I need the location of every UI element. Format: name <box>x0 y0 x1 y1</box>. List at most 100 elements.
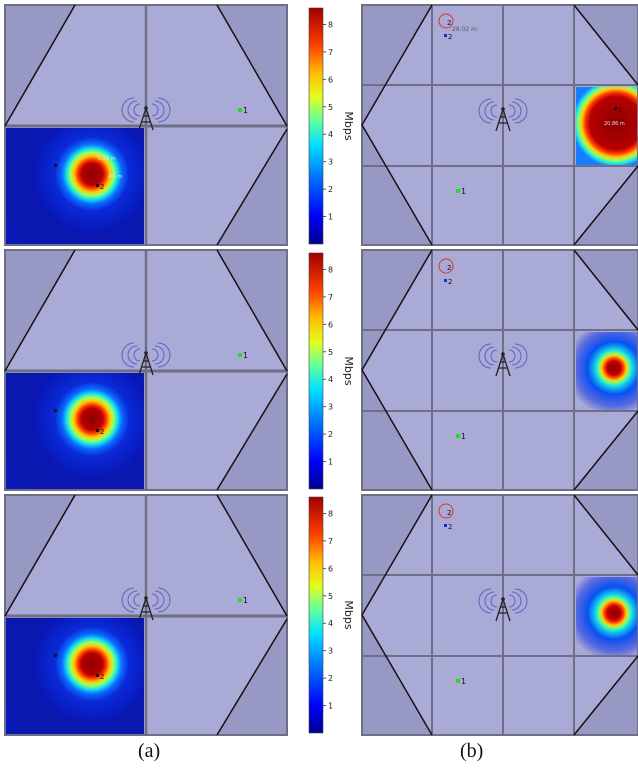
colorbar-tick-label: 7 <box>328 293 333 302</box>
user-2-label: 2 <box>100 428 104 436</box>
target-circle <box>438 258 454 274</box>
diagonal-right-top <box>573 249 638 331</box>
user-2-marker <box>444 34 447 37</box>
colorbar-tick-label: 6 <box>328 75 333 84</box>
diagonal-left-top <box>361 249 433 371</box>
diagonal-right-bottom <box>573 410 638 491</box>
colorbar-gradient <box>308 252 324 490</box>
antenna-wave <box>484 346 495 366</box>
colorbar-gradient <box>308 496 324 734</box>
colorbar-3: 1 2 3 4 5 6 7 8 Mbps <box>308 496 355 734</box>
antenna-wave <box>490 104 498 118</box>
antenna-wave <box>157 97 171 123</box>
user-1-marker <box>456 679 460 683</box>
colorbar-tick-label: 4 <box>328 375 333 384</box>
markers: 1 2 5.98 m 4.5 m 1 2 1 2 2 2 1 28.02 m 20.86 m 1 2 2 1 2 2… <box>54 13 625 686</box>
colorbar-tick-label: 4 <box>328 130 333 139</box>
antenna-wave <box>508 104 516 118</box>
diagonal-right-top <box>573 4 638 86</box>
distance-label: 4.5 m <box>108 174 123 180</box>
heatmap-b3 <box>576 577 638 655</box>
antenna-wave <box>121 587 135 613</box>
colorbar-1: 1 2 3 4 5 6 7 8 Mbps <box>308 7 355 245</box>
user-1-marker <box>456 434 460 438</box>
antenna-icon <box>121 587 171 621</box>
marker-dot <box>54 409 57 412</box>
antenna-tip <box>144 351 148 355</box>
antenna-wave <box>490 349 498 363</box>
antenna-wave <box>121 342 135 368</box>
colorbar-tick-label: 6 <box>328 320 333 329</box>
diagonal-left-bottom <box>361 124 433 246</box>
antenna-icon <box>478 588 528 622</box>
colorbar-tick-label: 5 <box>328 592 333 601</box>
colorbar-2: 1 2 3 4 5 6 7 8 Mbps <box>308 252 355 490</box>
diagonal-right-top <box>573 494 638 576</box>
colorbar-gradient <box>308 7 324 245</box>
user-1-marker <box>238 598 242 602</box>
antenna-wave <box>157 587 171 613</box>
user-2-label: 2 <box>100 673 104 681</box>
antenna-wave <box>127 100 138 120</box>
user-1-label: 1 <box>243 596 248 605</box>
colorbar-unit-label: Mbps <box>342 111 355 140</box>
user-1-label: 1 <box>243 351 248 360</box>
diagonal-top-left <box>4 4 76 127</box>
caption-b: (b) <box>460 740 484 762</box>
colorbar-tick-label: 8 <box>328 509 333 518</box>
heatmap-a2 <box>5 373 144 490</box>
colorbar-tick-label: 2 <box>328 185 333 194</box>
heatmap-b1 <box>576 87 638 165</box>
antenna-wave <box>478 588 492 614</box>
colorbars: 1 2 3 4 5 6 7 8 Mbps 1 2 3 4 5 6 7 8 Mbps 1 2 3 4 5 6 7 8 Mbps <box>308 7 355 734</box>
antenna-mast <box>495 108 511 132</box>
marker-dot <box>614 107 617 110</box>
heat-core <box>32 373 144 479</box>
diagonal-left-bottom <box>361 369 433 491</box>
heat-core <box>576 332 638 410</box>
colorbar-unit-label: Mbps <box>342 600 355 629</box>
colorbar-unit-label: Mbps <box>342 356 355 385</box>
colorbar-tick-label: 4 <box>328 619 333 628</box>
colorbar-tick-label: 8 <box>328 265 333 274</box>
marker-dot <box>96 429 99 432</box>
antenna-wave <box>151 593 159 607</box>
antenna-mast <box>495 598 511 622</box>
diagonal-right-bottom <box>573 655 638 736</box>
colorbar-tick-label: 3 <box>328 158 333 167</box>
colorbar-tick-label: 7 <box>328 537 333 546</box>
antenna-icon <box>478 343 528 377</box>
heatmap-a1 <box>5 128 144 245</box>
antenna-wave <box>514 343 528 369</box>
antenna-icon <box>478 98 528 132</box>
user-2-label: 2 <box>448 523 452 531</box>
user-1-label: 1 <box>461 187 466 196</box>
diagonal-top-right <box>216 249 288 372</box>
antenna-icon <box>121 97 171 131</box>
diagonal-left-top <box>361 4 433 126</box>
heat-core <box>32 618 144 724</box>
colorbar-tick-label: 7 <box>328 48 333 57</box>
antenna-wave <box>157 342 171 368</box>
antenna-wave <box>484 591 495 611</box>
walls-and-diagonals <box>4 4 638 736</box>
colorbar-tick-label: 1 <box>328 458 333 467</box>
user-2-label: 2 <box>448 278 452 286</box>
heat-core <box>576 87 638 165</box>
signal-heatmaps <box>5 87 638 735</box>
diagonal-bottom-right <box>216 373 288 491</box>
marker-dot <box>96 674 99 677</box>
user-1-marker <box>238 353 242 357</box>
user-2-marker <box>444 279 447 282</box>
antenna-mast <box>138 597 154 621</box>
user-1-marker <box>238 108 242 112</box>
antenna-wave <box>478 98 492 124</box>
antenna-wave <box>511 346 522 366</box>
antenna-tip <box>501 107 505 111</box>
colorbar-tick-label: 1 <box>328 213 333 222</box>
user-2-label: 2 <box>100 183 104 191</box>
distance-label: 20.86 m <box>604 121 625 127</box>
distance-label: 28.02 m <box>452 26 477 33</box>
antenna-wave <box>514 588 528 614</box>
